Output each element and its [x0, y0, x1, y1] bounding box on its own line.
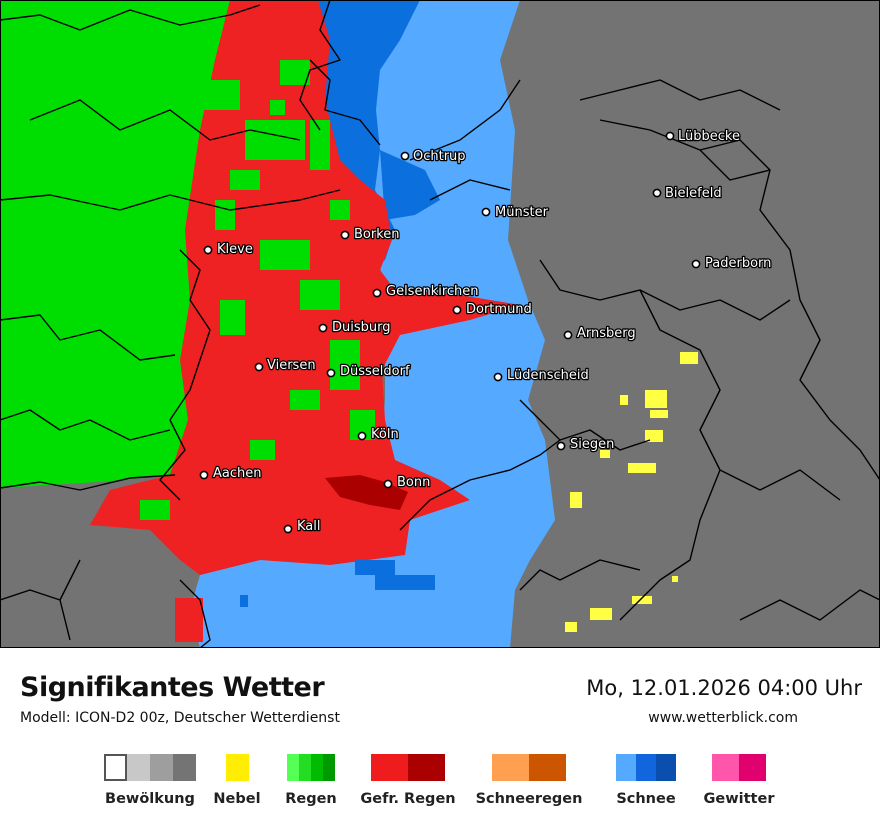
city-label: Borken [354, 227, 400, 242]
legend-swatch [492, 754, 529, 781]
legend-label: Regen [285, 791, 337, 807]
city-marker[interactable]: Arnsberg [563, 325, 637, 342]
city-marker[interactable]: Kleve [203, 241, 254, 258]
city-label: Bonn [397, 475, 430, 490]
legend-snow: Schnee [605, 754, 687, 807]
city-label: Köln [371, 427, 399, 442]
legend-label: Schnee [616, 791, 676, 807]
legend-swatch [299, 754, 311, 781]
model-info: Modell: ICON-D2 00z, Deutscher Wetterdie… [20, 710, 340, 726]
city-label: Ochtrup [413, 149, 466, 164]
city-marker[interactable]: Lübbecke [665, 128, 741, 145]
legend-swatch [225, 754, 249, 781]
legend: Bewölkung Nebel Regen Gefr. Regen Schnee… [0, 754, 880, 814]
city-marker[interactable]: Borken [340, 226, 401, 243]
legend-swatch [656, 754, 676, 781]
city-marker[interactable]: Paderborn [691, 255, 773, 272]
city-label: Aachen [213, 466, 261, 481]
legend-sleet: Schneeregen [470, 754, 588, 807]
city-label: Lübbecke [678, 129, 740, 144]
city-marker[interactable]: Köln [357, 426, 400, 443]
city-label: Viersen [267, 358, 316, 373]
city-label: Gelsenkirchen [386, 284, 479, 299]
legend-label: Bewölkung [105, 791, 195, 807]
city-marker[interactable]: Kall [283, 518, 322, 535]
city-marker[interactable]: Gelsenkirchen [372, 283, 480, 300]
city-label: Kall [297, 519, 321, 534]
legend-swatch [323, 754, 335, 781]
fog-patches [565, 352, 698, 632]
borders [0, 0, 880, 648]
city-label: Siegen [570, 437, 614, 452]
website-link[interactable]: www.wetterblick.com [648, 710, 798, 726]
legend-swatch [739, 754, 766, 781]
legend-rain: Regen [273, 754, 349, 807]
rain-area [0, 0, 230, 488]
city-label: Lüdenscheid [507, 368, 589, 383]
city-label: Duisburg [332, 320, 391, 335]
legend-cloud: Bewölkung [100, 754, 200, 807]
legend-label: Nebel [213, 791, 261, 807]
city-marker[interactable]: Lüdenscheid [493, 367, 590, 384]
legend-thunderstorm: Gewitter [698, 754, 780, 807]
city-label: Münster [495, 205, 549, 220]
legend-label: Schneeregen [475, 791, 583, 807]
legend-swatch [529, 754, 566, 781]
legend-swatch [371, 754, 408, 781]
legend-label: Gewitter [703, 791, 775, 807]
weather-map[interactable]: Lübbecke Ochtrup Bielefeld Münster Borke… [0, 0, 880, 648]
city-marker[interactable]: Viersen [254, 357, 317, 374]
city-marker[interactable]: Bonn [383, 474, 432, 491]
forecast-datetime: Mo, 12.01.2026 04:00 Uhr [586, 676, 862, 700]
city-marker[interactable]: Münster [481, 204, 550, 221]
city-marker[interactable]: Ochtrup [400, 148, 467, 165]
legend-swatch [150, 754, 173, 781]
city-marker[interactable]: Aachen [199, 465, 263, 482]
page-title: Signifikantes Wetter [20, 672, 325, 703]
legend-swatch [287, 754, 299, 781]
legend-swatch [408, 754, 445, 781]
city-label: Kleve [217, 242, 253, 257]
city-marker[interactable]: Dortmund [452, 301, 533, 318]
city-label: Arnsberg [577, 326, 636, 341]
legend-freezing-rain: Gefr. Regen [356, 754, 460, 807]
legend-swatch [104, 754, 127, 781]
legend-swatch [616, 754, 636, 781]
snow-light-area [190, 0, 555, 648]
city-marker[interactable]: Siegen [556, 436, 616, 453]
city-label: Paderborn [705, 256, 771, 271]
legend-fog: Nebel [205, 754, 269, 807]
city-label: Dortmund [466, 302, 532, 317]
legend-swatch [636, 754, 656, 781]
freezing-rain-patch [175, 598, 203, 642]
city-label: Düsseldorf [340, 364, 410, 379]
snow-medium-area [380, 150, 440, 220]
city-marker[interactable]: Bielefeld [652, 185, 723, 202]
city-label: Bielefeld [665, 186, 722, 201]
legend-swatch [127, 754, 150, 781]
snow-patches [240, 560, 435, 607]
city-markers: Lübbecke Ochtrup Bielefeld Münster Borke… [199, 128, 773, 535]
legend-swatch [712, 754, 739, 781]
legend-swatch [311, 754, 323, 781]
legend-swatch [173, 754, 196, 781]
city-marker[interactable]: Duisburg [318, 319, 392, 336]
city-marker[interactable]: Düsseldorf [326, 363, 411, 380]
legend-label: Gefr. Regen [360, 791, 456, 807]
